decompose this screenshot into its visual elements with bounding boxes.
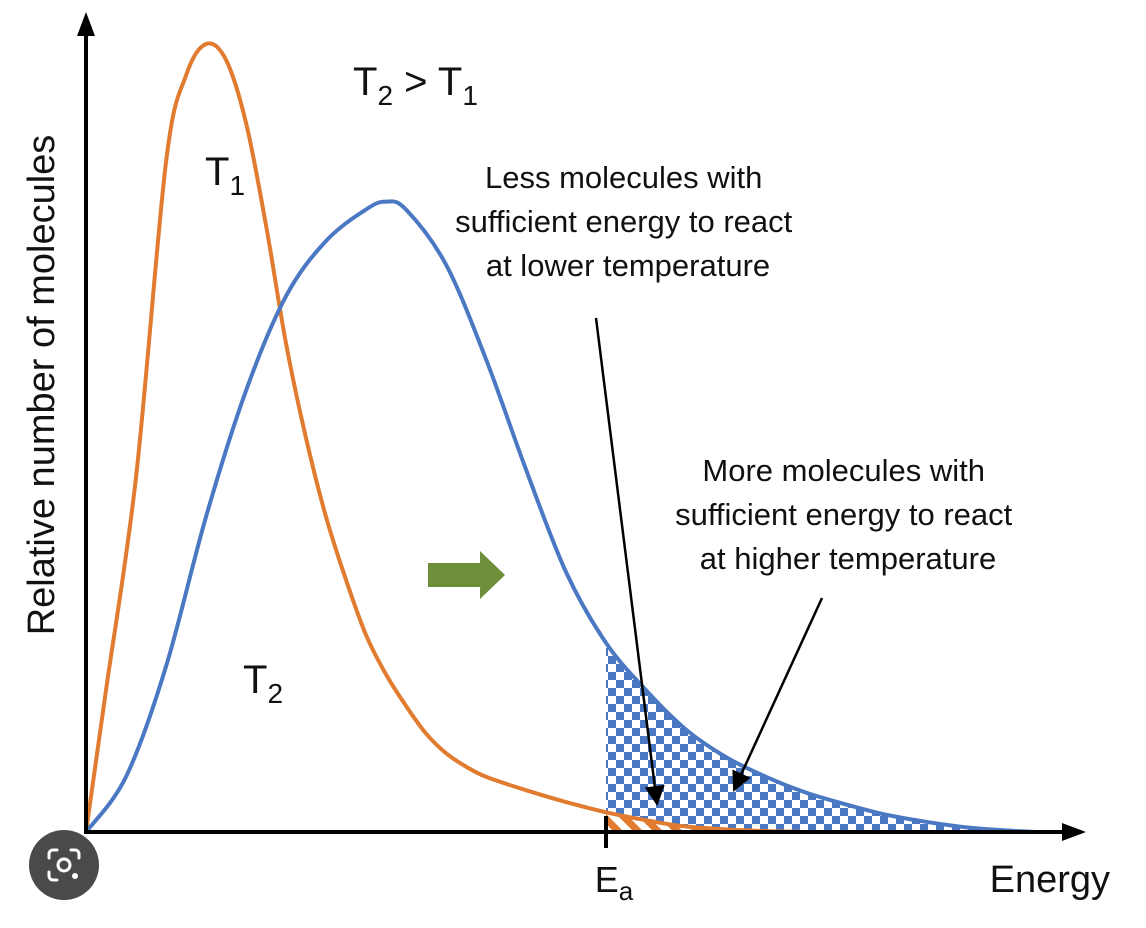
distribution-shift-arrow-icon: [428, 551, 505, 599]
lens-search-button[interactable]: [29, 830, 99, 900]
lower-temp-pointer-arrow: [594, 317, 665, 806]
higher-temp-pointer-arrow: [732, 597, 824, 792]
x-axis-arrowhead: [1062, 823, 1086, 841]
y-axis-label: Relative number of molecules: [21, 135, 63, 636]
higher-temp-note: More molecules with sufficient energy to…: [675, 453, 1021, 576]
t2-distribution-curve: [84, 199, 1037, 834]
activation-energy-label: Ea: [595, 859, 634, 906]
t1-distribution-curve: [84, 41, 807, 834]
lower-temp-note: Less molecules with sufficient energy to…: [455, 160, 801, 283]
temperature-relation-label: T2 > T1: [353, 60, 478, 111]
t1-curve-label: T1: [205, 150, 245, 201]
y-axis-arrowhead: [77, 12, 95, 36]
lens-camera-icon: [47, 848, 81, 882]
t2-curve-label: T2: [243, 658, 283, 709]
x-axis-label: Energy: [990, 859, 1110, 901]
